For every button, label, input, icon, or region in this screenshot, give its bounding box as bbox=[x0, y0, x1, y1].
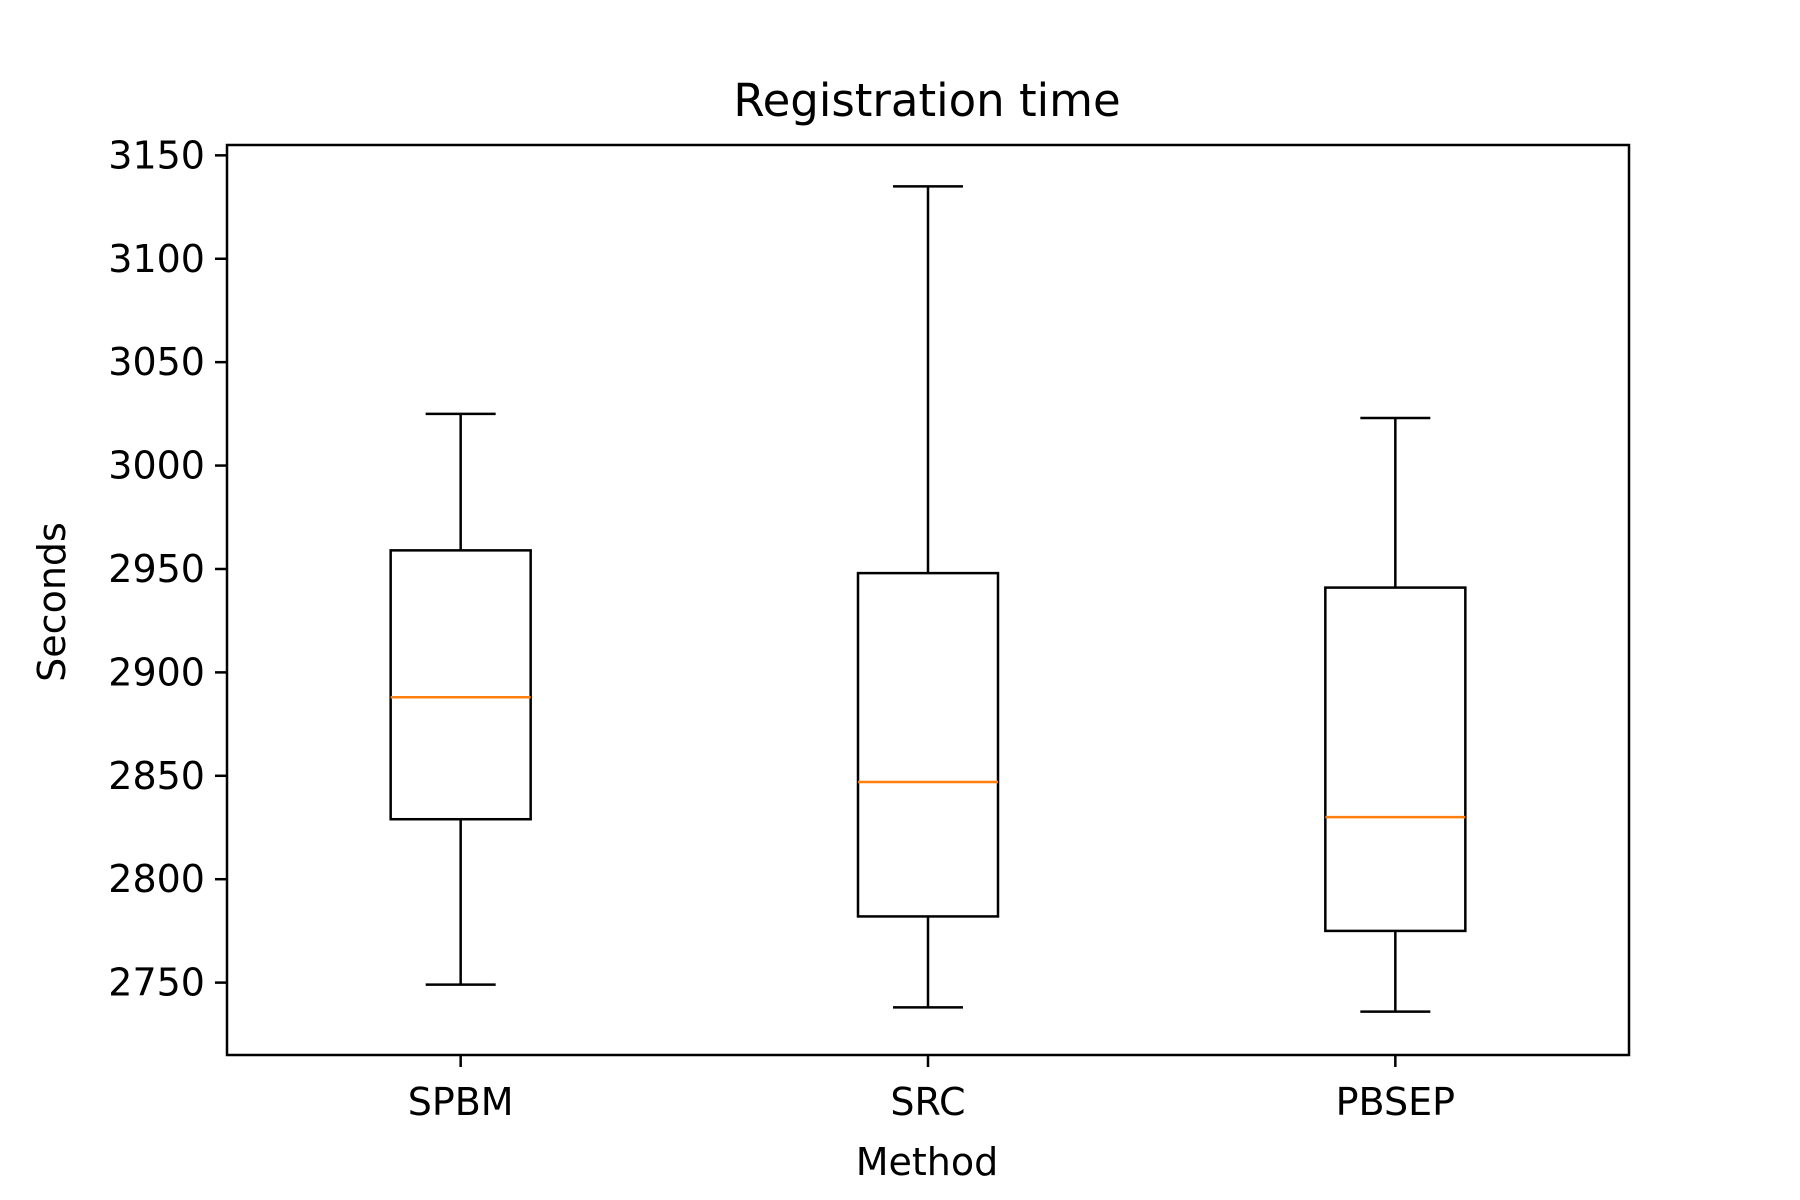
box-spbm bbox=[389, 412, 532, 986]
y-tick-label: 2950 bbox=[108, 547, 205, 591]
x-tick-label: SPBM bbox=[408, 1080, 514, 1124]
chart-title: Registration time bbox=[733, 74, 1120, 127]
y-axis: 2750 2800 2850 2900 2950 3000 3050 3100 3150 bbox=[108, 133, 227, 1005]
plot-frame bbox=[225, 143, 1631, 1057]
x-tick-label: SRC bbox=[890, 1080, 965, 1124]
boxes bbox=[389, 185, 1467, 1013]
box-src bbox=[856, 185, 1000, 1009]
iqr-box bbox=[389, 549, 532, 821]
x-axis: SPBM SRC PBSEP bbox=[408, 1055, 1455, 1124]
box-pbsep bbox=[1324, 416, 1467, 1013]
y-tick-label: 2800 bbox=[108, 857, 205, 901]
x-axis-label: Method bbox=[856, 1140, 999, 1184]
y-axis-label: Seconds bbox=[30, 522, 74, 682]
iqr-box bbox=[1324, 586, 1467, 933]
x-tick-label: PBSEP bbox=[1336, 1080, 1455, 1124]
y-tick-label: 3150 bbox=[108, 133, 205, 177]
iqr-box bbox=[856, 571, 1000, 918]
y-tick-label: 2850 bbox=[108, 754, 205, 798]
y-tick-label: 2750 bbox=[108, 961, 205, 1005]
y-tick-label: 3050 bbox=[108, 340, 205, 384]
y-tick-label: 2900 bbox=[108, 650, 205, 694]
y-tick-label: 3000 bbox=[108, 444, 205, 488]
y-tick-label: 3100 bbox=[108, 237, 205, 281]
